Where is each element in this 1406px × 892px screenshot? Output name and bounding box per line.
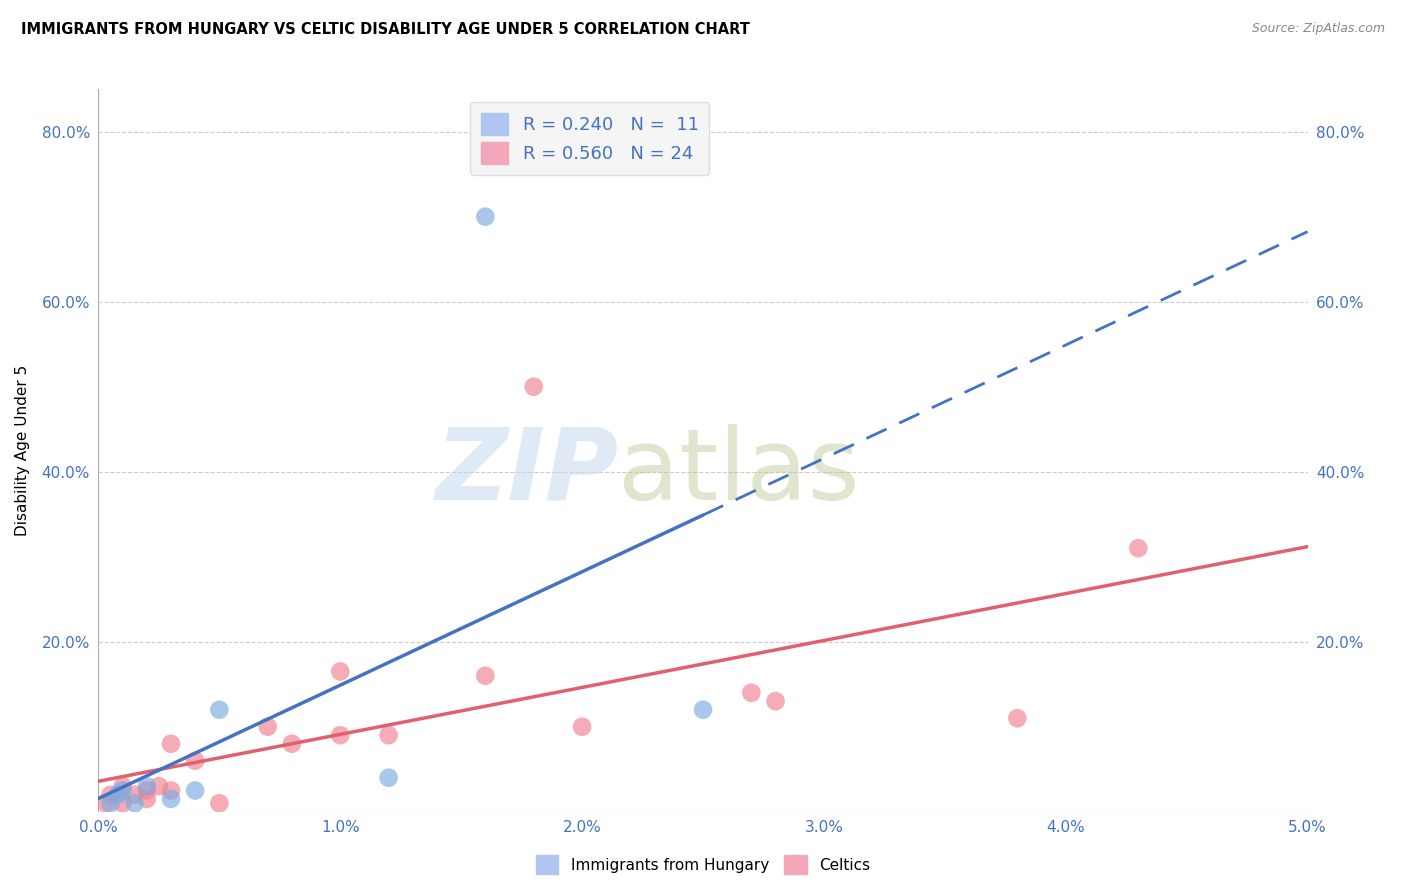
- Point: [377, 728, 399, 742]
- Point: [1007, 711, 1029, 725]
- Point: [111, 783, 134, 797]
- Point: [474, 669, 496, 683]
- Point: [765, 694, 787, 708]
- Point: [107, 788, 129, 802]
- Point: [329, 665, 352, 679]
- Point: [256, 720, 278, 734]
- Text: atlas: atlas: [619, 424, 860, 521]
- Point: [208, 703, 231, 717]
- Point: [135, 783, 157, 797]
- Text: IMMIGRANTS FROM HUNGARY VS CELTIC DISABILITY AGE UNDER 5 CORRELATION CHART: IMMIGRANTS FROM HUNGARY VS CELTIC DISABI…: [21, 22, 749, 37]
- Point: [160, 783, 183, 797]
- Point: [692, 703, 714, 717]
- Point: [111, 779, 134, 793]
- Point: [329, 728, 352, 742]
- Point: [160, 792, 183, 806]
- Point: [1128, 541, 1150, 556]
- Legend: Immigrants from Hungary, Celtics: Immigrants from Hungary, Celtics: [530, 849, 876, 880]
- Point: [94, 796, 117, 810]
- Point: [208, 796, 231, 810]
- Point: [111, 796, 134, 810]
- Point: [523, 380, 546, 394]
- Point: [124, 788, 146, 802]
- Point: [135, 779, 157, 793]
- Point: [100, 788, 122, 802]
- Point: [148, 779, 170, 793]
- Point: [571, 720, 593, 734]
- Point: [135, 792, 157, 806]
- Point: [740, 686, 762, 700]
- Point: [474, 210, 496, 224]
- Point: [377, 771, 399, 785]
- Point: [100, 796, 122, 810]
- Text: Source: ZipAtlas.com: Source: ZipAtlas.com: [1251, 22, 1385, 36]
- Y-axis label: Disability Age Under 5: Disability Age Under 5: [15, 365, 31, 536]
- Point: [184, 754, 207, 768]
- Point: [281, 737, 304, 751]
- Legend: R = 0.240   N =  11, R = 0.560   N = 24: R = 0.240 N = 11, R = 0.560 N = 24: [470, 102, 710, 175]
- Text: ZIP: ZIP: [436, 424, 619, 521]
- Point: [124, 796, 146, 810]
- Point: [160, 737, 183, 751]
- Point: [184, 783, 207, 797]
